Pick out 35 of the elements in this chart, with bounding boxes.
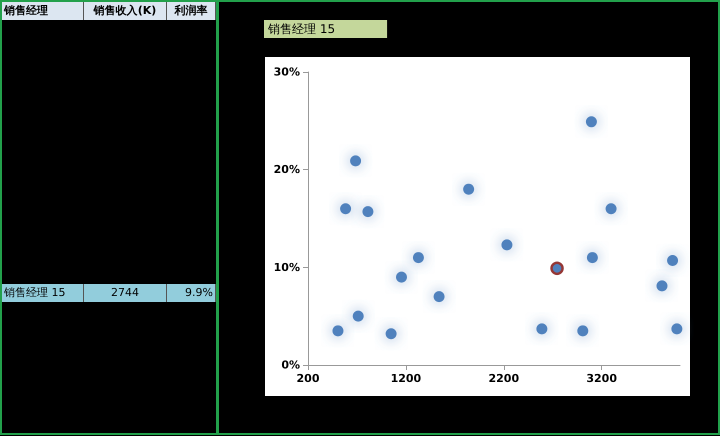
y-tick-label: 10% xyxy=(274,260,300,274)
point xyxy=(396,272,407,283)
point xyxy=(412,252,424,264)
point xyxy=(667,255,678,266)
point xyxy=(352,310,364,322)
point xyxy=(501,239,512,250)
point xyxy=(586,116,597,128)
point xyxy=(550,262,564,276)
point xyxy=(350,155,362,166)
text: 2744 xyxy=(84,284,167,302)
point xyxy=(536,323,548,334)
text: 销售经理 15 xyxy=(2,284,84,302)
text: 销售收入(K) xyxy=(84,2,167,20)
point xyxy=(586,252,598,264)
chart-title: 销售经理 15 xyxy=(267,22,336,36)
point xyxy=(386,328,397,340)
y-tick-label: 0% xyxy=(281,358,300,372)
text: 利润率 xyxy=(167,2,216,20)
x-tick-label: 2200 xyxy=(488,372,520,385)
point xyxy=(577,325,588,336)
point xyxy=(434,291,445,302)
x-tick-label: 1200 xyxy=(390,372,422,385)
y-tick-label: 20% xyxy=(274,163,300,176)
point xyxy=(340,203,352,214)
y-tick-label: 30% xyxy=(274,66,300,78)
point xyxy=(332,325,344,336)
point xyxy=(362,206,374,218)
text: 9.9% xyxy=(167,284,216,302)
x-tick-label: 3200 xyxy=(586,372,618,385)
point xyxy=(606,203,617,214)
point xyxy=(656,280,668,292)
point xyxy=(671,323,682,334)
point xyxy=(463,184,474,195)
x-tick-label: 200 xyxy=(296,372,320,385)
text: 销售经理 xyxy=(2,2,84,20)
